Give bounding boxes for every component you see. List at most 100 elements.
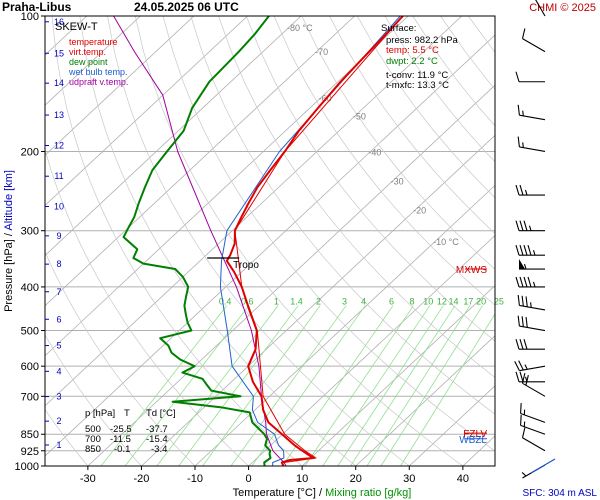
altitude-tick-label: 11	[54, 171, 63, 181]
legend: SKEW-T temperature virt.temp. dew point …	[55, 21, 128, 87]
x-axis-label-mixing: Mixing ratio [g/kg]	[325, 487, 411, 499]
altitude-tick-label: 3	[56, 392, 61, 402]
wind-barb	[521, 28, 546, 53]
y-tick-label: 500	[21, 326, 39, 338]
table-header-p: p [hPa]	[85, 408, 115, 419]
barb-staff	[519, 325, 546, 332]
x-tick-label: 0	[246, 473, 252, 485]
y-tick-label: 925	[21, 446, 39, 458]
mixing-ratio-line	[380, 305, 483, 466]
barb-flag	[520, 414, 522, 426]
sfc-elevation: SFC: 304 m ASL	[523, 488, 598, 499]
barb-staff	[519, 304, 546, 311]
barb-staff	[519, 146, 546, 153]
mixing-ratio-label: 14	[449, 296, 459, 306]
barb-staff	[522, 382, 546, 397]
dry-adiabat	[301, 16, 495, 270]
legend-title: SKEW-T	[55, 21, 98, 33]
mixing-ratio-label: 3	[342, 296, 347, 306]
isotherm-line	[45, 34, 495, 457]
dry-adiabat	[273, 16, 495, 306]
y-tick-label: 700	[21, 391, 39, 403]
surface-wind-barb	[530, 458, 556, 474]
barb-flag	[515, 71, 520, 82]
barb-flag	[519, 339, 524, 350]
wind-barb	[517, 104, 546, 121]
wind-barb	[519, 259, 545, 270]
y-tick-label: 600	[21, 361, 39, 373]
isotherm-line	[45, 16, 302, 257]
barb-flag	[519, 371, 524, 382]
barb-flag	[519, 276, 524, 288]
table-cell: -37.7	[146, 424, 168, 435]
dry-adiabat	[107, 16, 410, 466]
mixing-ratio-line	[202, 305, 321, 466]
wind-barb	[535, 0, 546, 17]
barb-flag	[518, 360, 524, 371]
table-row: 850 -0.1 -3.4	[85, 444, 167, 455]
barb-staff	[520, 412, 546, 423]
y-tick-label: 850	[21, 429, 39, 441]
surface-temp: temp: 5.5 °C	[386, 45, 439, 56]
table-cell: 700	[85, 434, 101, 445]
altitude-tick-label: 15	[54, 48, 64, 58]
x-tick-label: 30	[403, 473, 415, 485]
y-tick-label: 100	[21, 11, 39, 23]
wind-barb	[515, 276, 545, 288]
dry-adiabat	[79, 16, 356, 466]
credit-text: CHMI © 2025	[529, 2, 596, 14]
x-tick-label: -10	[187, 473, 203, 485]
isotherm-line	[516, 16, 600, 466]
isotherm-labels: -80 °C-70-60-50-40-30-20-10 °C0.4 0.6 1 1.4…	[219, 23, 504, 306]
barb-flag	[521, 295, 524, 307]
barb-half-flag	[522, 110, 524, 116]
barb-flag	[517, 294, 520, 306]
mixing-ratio-line	[400, 313, 495, 466]
wind-barb	[515, 184, 545, 196]
level-label-mxws: MXWS	[456, 265, 487, 276]
x-tick-label: -20	[133, 473, 149, 485]
series-dew-point	[122, 16, 272, 466]
mixing-ratio-label: 4	[361, 296, 366, 306]
dry-adiabat	[51, 16, 303, 466]
barb-flag	[523, 339, 528, 350]
table-header-t: T	[124, 408, 130, 419]
series-temperature	[225, 16, 404, 466]
dry-adiabat	[45, 334, 142, 466]
isotherm-label: -10 °C	[433, 237, 459, 247]
isotherm-line	[409, 385, 495, 466]
mixing-ratio-line	[100, 305, 228, 466]
barb-flag	[525, 296, 528, 307]
mixing-ratio-line	[282, 305, 394, 466]
wind-barb	[517, 315, 546, 332]
barb-staff	[519, 114, 546, 121]
x-tick-label: 20	[350, 473, 362, 485]
barb-flag	[521, 28, 526, 39]
x-tick-label: 10	[296, 473, 308, 485]
isotherm-label: -50	[353, 112, 366, 122]
mixing-ratio-label: 25	[494, 296, 504, 306]
mixing-ratio-label: 6	[389, 296, 394, 306]
barb-flag	[521, 427, 526, 438]
isotherm-line	[45, 16, 355, 307]
barb-staff	[522, 38, 546, 53]
table-cell: 850	[85, 444, 101, 455]
altitude-tick-label: 16	[54, 17, 64, 27]
barb-flag	[517, 136, 520, 148]
wind-barb	[521, 373, 546, 397]
x-tick-label: -30	[80, 473, 96, 485]
barb-flag	[514, 361, 520, 371]
wind-barbs	[514, 0, 556, 479]
table-row: 700 -11.5 -15.4	[85, 434, 168, 445]
table-row: 500 -25.5 -37.7	[85, 424, 168, 435]
dry-adiabat	[190, 16, 495, 415]
barb-flag	[527, 245, 532, 256]
altitude-tick-label: 10	[54, 201, 64, 211]
altitude-tick-label: 9	[56, 231, 61, 241]
barb-flag	[523, 276, 528, 288]
barb-flag	[525, 375, 529, 386]
barb-flag	[517, 104, 520, 116]
legend-updraft: udpraft v.temp.	[69, 77, 128, 87]
